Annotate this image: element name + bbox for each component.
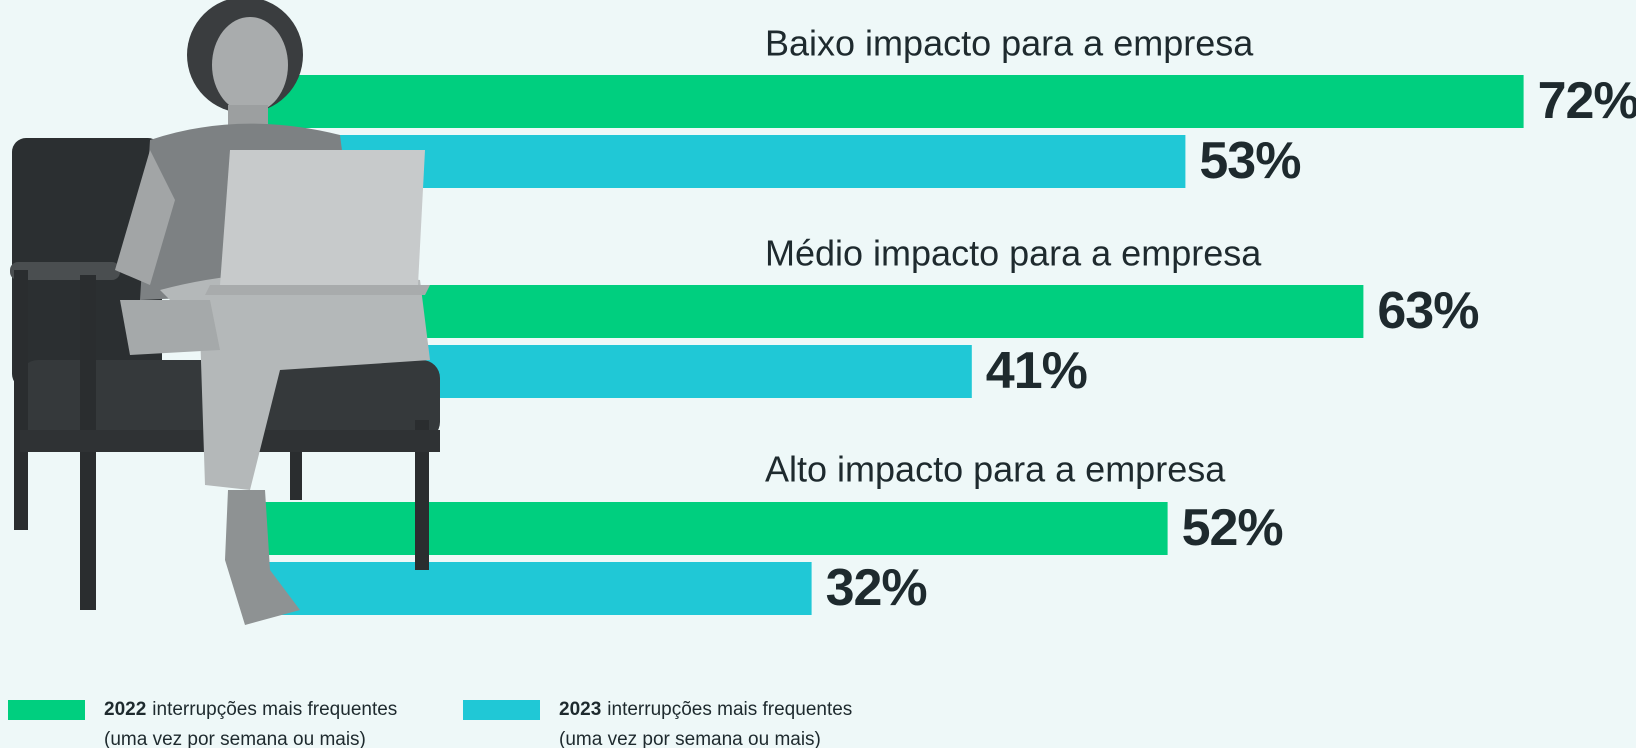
legend-year: 2022 [104,699,146,720]
legend-label: 2023 interrupções mais frequentes [559,699,852,720]
illustration [10,0,440,625]
bar [242,562,812,615]
value-label: 53% [1199,132,1300,190]
legend-note: (uma vez por semana ou mais) [559,729,821,748]
legend-text: interrupções mais frequentes [152,699,397,720]
value-label: 63% [1377,282,1478,340]
bar [242,75,1524,128]
category-label: Baixo impacto para a empresa [765,23,1254,64]
legend-swatch [463,700,540,720]
bar [242,502,1168,555]
value-label: 72% [1538,72,1636,130]
value-label: 52% [1182,499,1283,557]
legend-label: 2022 interrupções mais frequentes [104,699,397,720]
legend-note: (uma vez por semana ou mais) [104,729,366,748]
category-label: Alto impacto para a empresa [765,449,1226,490]
value-label: 41% [986,342,1087,400]
legend-swatch [8,700,85,720]
value-label: 32% [826,559,927,617]
bar [242,285,1364,338]
category-label: Médio impacto para a empresa [765,233,1262,274]
legend: 2022 interrupções mais frequentes (uma vez… [8,699,852,748]
legend-year: 2023 [559,699,601,720]
legend-text: interrupções mais frequentes [607,699,852,720]
